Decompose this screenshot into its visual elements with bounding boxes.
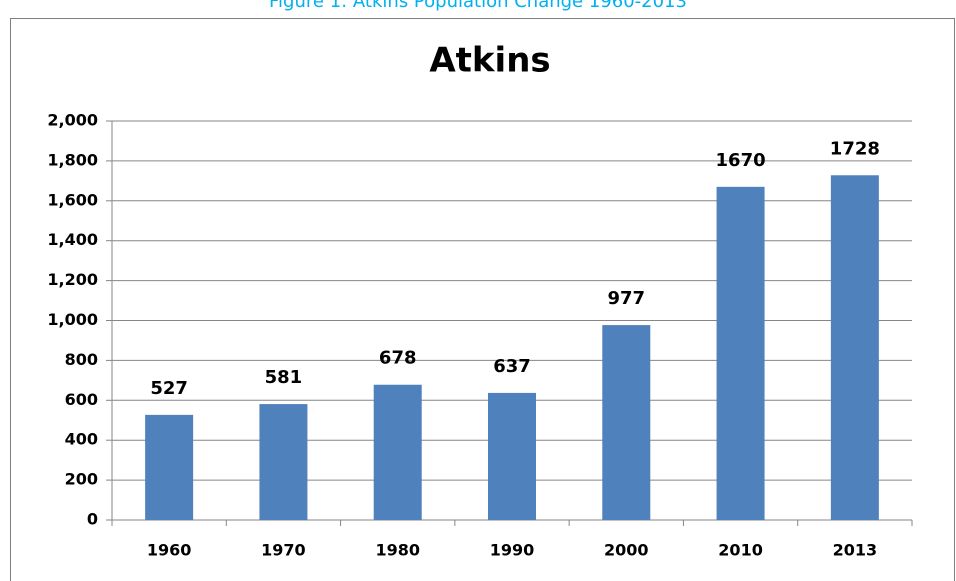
data-label: 1670	[716, 150, 766, 171]
y-tick-label: 800	[65, 350, 98, 369]
x-tick-label: 1970	[261, 541, 306, 560]
x-tick-label: 1990	[490, 541, 535, 560]
bar	[373, 384, 422, 520]
chart-title: Atkins	[429, 41, 550, 81]
x-tick-label: 1960	[147, 541, 192, 560]
y-tick-label: 1,000	[47, 310, 98, 329]
y-tick-label: 1,800	[47, 150, 98, 169]
y-tick-label: 600	[65, 390, 98, 409]
x-tick-label: 1980	[375, 541, 420, 560]
x-tick-label: 2000	[604, 541, 649, 560]
figure-caption: Figure 1: Atkins Population Change 1960-…	[269, 0, 687, 12]
y-tick-label: 1,200	[47, 270, 98, 289]
bar	[259, 404, 308, 520]
y-tick-label: 1,400	[47, 230, 98, 249]
data-label: 637	[493, 356, 531, 377]
x-tick-label: 2010	[718, 541, 763, 560]
x-tick-label: 2013	[833, 541, 878, 560]
bar	[145, 414, 194, 520]
data-label: 678	[379, 348, 417, 369]
data-label: 581	[265, 367, 303, 388]
data-label: 527	[150, 378, 188, 399]
y-tick-label: 2,000	[47, 111, 98, 130]
bar	[602, 325, 651, 520]
bar	[488, 392, 536, 520]
bar	[830, 175, 879, 520]
data-label: 1728	[830, 138, 880, 159]
y-tick-label: 0	[87, 510, 98, 529]
y-tick-label: 200	[65, 470, 98, 489]
bar	[716, 186, 765, 520]
chart-border	[10, 18, 955, 581]
data-label: 977	[607, 288, 645, 309]
y-tick-label: 400	[65, 430, 98, 449]
y-tick-label: 1,600	[47, 190, 98, 209]
